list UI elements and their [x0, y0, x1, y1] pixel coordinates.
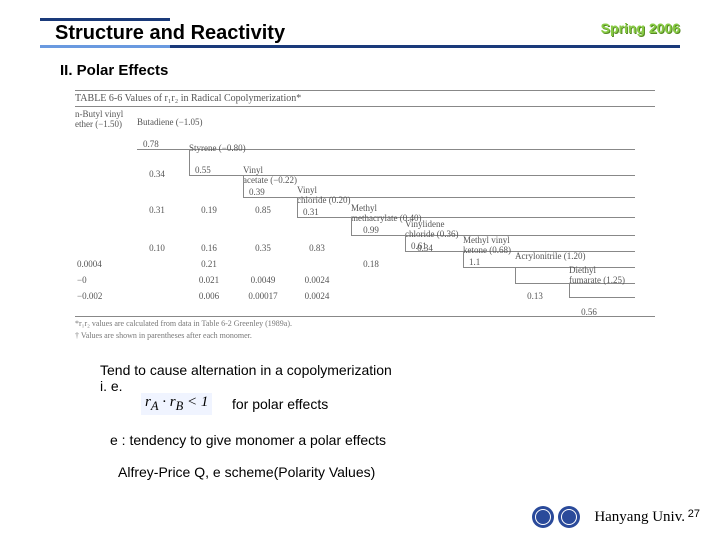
tend-line: Tend to cause alternation in a copolymer… — [100, 362, 392, 378]
diag-value: 0.78 — [143, 139, 159, 149]
table-cell: 0.0049 — [243, 275, 283, 285]
table-cell: 0.19 — [189, 205, 229, 215]
table-cell: 0.21 — [189, 259, 229, 269]
diag-label: Vinylidene chloride (0.36) — [405, 219, 458, 239]
table-cell: 0.85 — [243, 205, 283, 215]
stair-v — [515, 267, 516, 283]
table-cell: 0.13 — [515, 291, 555, 301]
diag-label: Methyl vinyl ketone (0.68) — [463, 235, 511, 255]
table-footnote-2: † Values are shown in parentheses after … — [75, 332, 655, 341]
seal-icon — [558, 506, 580, 528]
stair-v — [297, 197, 298, 217]
e-line: e : tendency to give monomer a polar eff… — [110, 432, 386, 448]
footer-logo — [532, 506, 580, 528]
table-cell: 0.0024 — [297, 275, 337, 285]
table-cell: 0.006 — [189, 291, 229, 301]
row-label-0: n-Butyl vinyl ether (−1.50) — [75, 109, 123, 129]
stair-v — [569, 283, 570, 297]
table-cell: 0.00017 — [243, 291, 283, 301]
diag-label: Vinyl chloride (0.20) — [297, 185, 350, 205]
table-cell: 0.16 — [189, 243, 229, 253]
table-caption: TABLE 6-6 Values of r₁r₂ in Radical Copo… — [75, 90, 655, 107]
table-cell: 0.021 — [189, 275, 229, 285]
diag-label: Styrene (−0.80) — [189, 143, 246, 153]
page-title: Structure and Reactivity — [55, 22, 285, 45]
diag-value: 1.1 — [469, 257, 480, 267]
row-leader: 0.0004 — [77, 259, 117, 269]
row-leader: −0.002 — [77, 291, 117, 301]
alfrey-line: Alfrey-Price Q, e scheme(Polarity Values… — [118, 464, 375, 480]
table-figure: TABLE 6-6 Values of r₁r₂ in Radical Copo… — [75, 90, 655, 350]
stair-v — [243, 175, 244, 197]
table-cell: 0.31 — [137, 205, 177, 215]
term-label: Spring 2006 — [601, 20, 680, 36]
university-name: Hanyang Univ. — [594, 509, 685, 526]
diag-value: 0.39 — [249, 187, 265, 197]
for-polar: for polar effects — [232, 396, 328, 412]
row-leader: −0 — [77, 275, 117, 285]
table-cell: 0.34 — [137, 169, 177, 179]
header-line-accent — [40, 45, 170, 48]
table-cell: 0.99 — [351, 225, 391, 235]
ie-label: i. e. — [100, 378, 123, 394]
diag-value: 0.55 — [195, 165, 211, 175]
table-cell: 0.18 — [351, 259, 391, 269]
diag-label: Vinyl acetate (−0.22) — [243, 165, 297, 185]
seal-icon — [532, 506, 554, 528]
diag-value: 0.31 — [303, 207, 319, 217]
alfrey-text: Alfrey-Price Q, e scheme — [118, 464, 274, 480]
equation: rA · rB < 1 — [140, 392, 213, 416]
polarity-text: (Polarity Values) — [274, 464, 376, 480]
table-cell: 0.34 — [405, 243, 445, 253]
section-label: II. Polar Effects — [60, 62, 168, 79]
stair-h — [297, 217, 635, 218]
table-cell: 0.35 — [243, 243, 283, 253]
table-footnote-1: *r₁r₂ values are calculated from data in… — [75, 320, 655, 329]
table-cell: 0.83 — [297, 243, 337, 253]
table-cell: 0.10 — [137, 243, 177, 253]
table-cell: 0.0024 — [297, 291, 337, 301]
table-cell: 0.56 — [569, 307, 609, 317]
stair-v — [463, 251, 464, 267]
table-body: n-Butyl vinyl ether (−1.50) Butadiene (−… — [75, 107, 655, 317]
diag-label: Butadiene (−1.05) — [137, 117, 203, 127]
header-line-top — [40, 18, 170, 21]
diag-label: Diethyl fumarate (1.25) — [569, 265, 625, 285]
page-number: 27 — [688, 508, 700, 520]
diag-label: Acrylonitrile (1.20) — [515, 251, 585, 261]
stair-h — [569, 297, 635, 298]
stair-v — [189, 149, 190, 175]
